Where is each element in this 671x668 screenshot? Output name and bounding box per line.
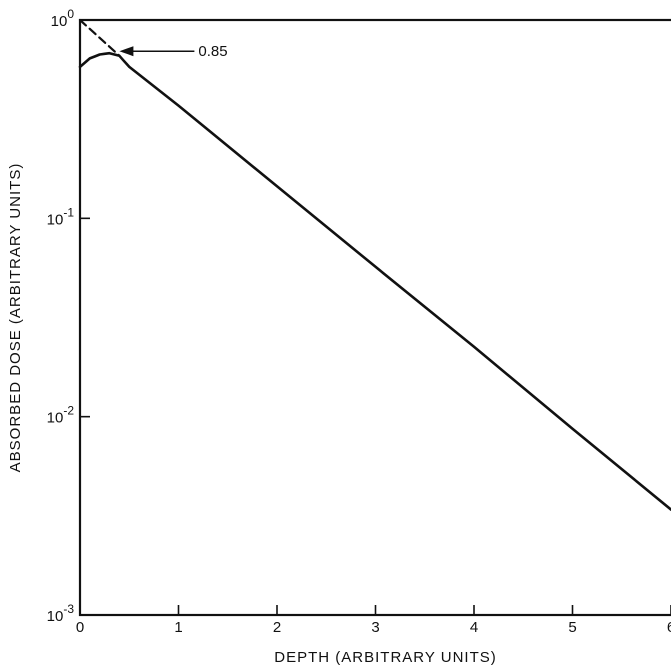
series-layer bbox=[78, 18, 671, 511]
y-tick-label: 100 bbox=[51, 7, 75, 30]
annotation-arrowhead bbox=[119, 46, 134, 57]
y-axis-ticks: 10-3 10-2 10-1 100 bbox=[47, 7, 90, 625]
x-tick-label: 2 bbox=[273, 619, 281, 636]
y-tick-label: 10-2 bbox=[47, 404, 75, 427]
extrapolated-line bbox=[78, 18, 121, 57]
x-tick-label: 4 bbox=[470, 619, 478, 636]
x-tick-label: 1 bbox=[174, 619, 182, 636]
y-tick-label: 10-1 bbox=[47, 205, 75, 228]
plot-frame bbox=[78, 18, 671, 617]
x-tick-label: 0 bbox=[76, 619, 84, 636]
x-tick-label: 3 bbox=[371, 619, 379, 636]
x-tick-label: 5 bbox=[568, 619, 576, 636]
annotation-layer: 0.85 bbox=[119, 43, 228, 60]
x-axis-label: DEPTH (ARBITRARY UNITS) bbox=[274, 649, 496, 666]
dose-curve bbox=[78, 51, 671, 511]
x-tick-label: 6 bbox=[667, 619, 671, 636]
y-axis-label: ABSORBED DOSE (ARBITRARY UNITS) bbox=[7, 163, 24, 473]
x-axis-ticks: 0 1 2 3 4 5 6 bbox=[76, 605, 671, 636]
annotation-label: 0.85 bbox=[198, 43, 227, 60]
y-tick-label: 10-3 bbox=[47, 602, 75, 625]
